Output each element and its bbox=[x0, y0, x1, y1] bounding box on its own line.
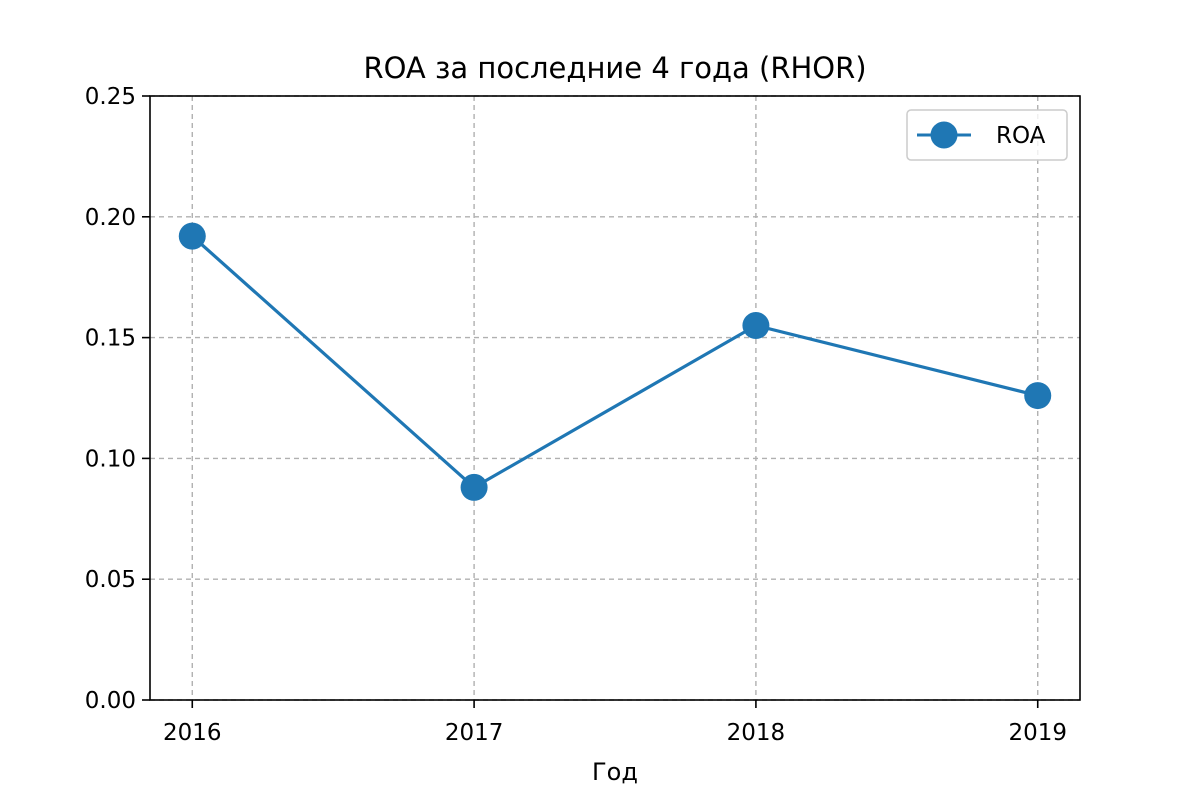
x-tick-label-3: 2019 bbox=[1008, 720, 1067, 746]
legend-label-roa: ROA bbox=[996, 123, 1046, 149]
y-tick-label-3: 0.15 bbox=[85, 326, 136, 352]
y-tick-label-1: 0.05 bbox=[85, 567, 136, 593]
x-tick-label-1: 2017 bbox=[445, 720, 504, 746]
legend: ROA bbox=[906, 109, 1068, 161]
y-axis-ticks: 0.00 0.05 0.10 0.15 0.20 0.25 bbox=[85, 84, 150, 714]
x-axis-ticks: 2016 2017 2018 2019 bbox=[163, 700, 1067, 746]
plot-area-frame bbox=[149, 95, 1081, 701]
x-axis-label: Год bbox=[592, 758, 638, 786]
x-tick-label-2: 2018 bbox=[727, 720, 786, 746]
data-point-2017 bbox=[460, 473, 488, 501]
data-point-2016 bbox=[178, 222, 206, 250]
data-point-2019 bbox=[1024, 382, 1052, 410]
series-roa bbox=[178, 222, 1052, 501]
y-tick-label-0: 0.00 bbox=[85, 688, 136, 714]
series-line-0 bbox=[191, 234, 1039, 489]
y-tick-label-5: 0.25 bbox=[85, 84, 136, 110]
x-tick-label-0: 2016 bbox=[163, 720, 222, 746]
y-tick-label-4: 0.20 bbox=[85, 205, 136, 231]
y-tick-label-2: 0.10 bbox=[85, 446, 136, 472]
data-point-2018 bbox=[742, 312, 770, 340]
chart-title: ROA за последние 4 года (RHOR) bbox=[363, 51, 866, 85]
legend-marker-roa bbox=[930, 121, 958, 149]
